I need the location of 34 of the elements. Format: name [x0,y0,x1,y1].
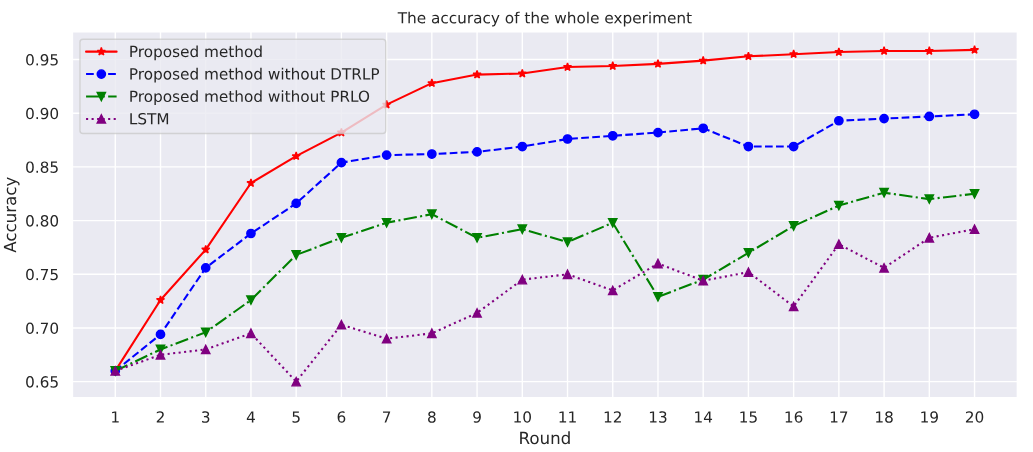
x-tick-label: 7 [383,411,391,423]
y-tick-label: 0.75 [26,268,58,281]
y-tick-label: 0.65 [26,376,58,388]
y-tick-label: 0.70 [26,322,59,334]
legend-label: Proposed method [130,45,262,61]
x-tick-label: 10 [514,411,531,423]
legend-label: LSTM [130,112,169,125]
x-tick-label: 15 [740,411,757,423]
x-tick-label: 16 [785,411,803,423]
legend-label: Proposed method without DTRLP [130,67,380,83]
x-tick-label: 13 [649,411,667,423]
x-tick-label: 3 [202,411,210,423]
x-tick-label: 4 [246,411,255,423]
x-tick-label: 14 [695,411,713,423]
x-tick-label: 12 [604,411,621,423]
x-tick-label: 11 [559,411,576,423]
y-tick-label: 0.80 [26,215,59,227]
x-tick-label: 9 [473,411,481,423]
y-tick-label: 0.90 [26,107,59,120]
x-tick-label: 20 [965,411,984,423]
x-axis-title: Round [520,431,570,445]
x-tick-label: 2 [156,411,164,423]
x-tick-label: 6 [337,411,346,423]
y-axis-title: Accuracy [3,177,20,253]
legend-label: Proposed method without PRLO [130,90,370,106]
x-tick-label: 17 [830,411,848,423]
y-tick-label: 0.95 [26,54,58,66]
x-tick-label: 19 [921,411,938,423]
x-tick-label: 5 [292,411,300,423]
x-tick-label: 1 [112,411,119,423]
x-tick-label: 8 [428,411,436,423]
y-tick-label: 0.85 [26,161,58,173]
chart-title: The accuracy of the whole experiment [397,11,692,27]
x-tick-label: 18 [876,411,893,423]
